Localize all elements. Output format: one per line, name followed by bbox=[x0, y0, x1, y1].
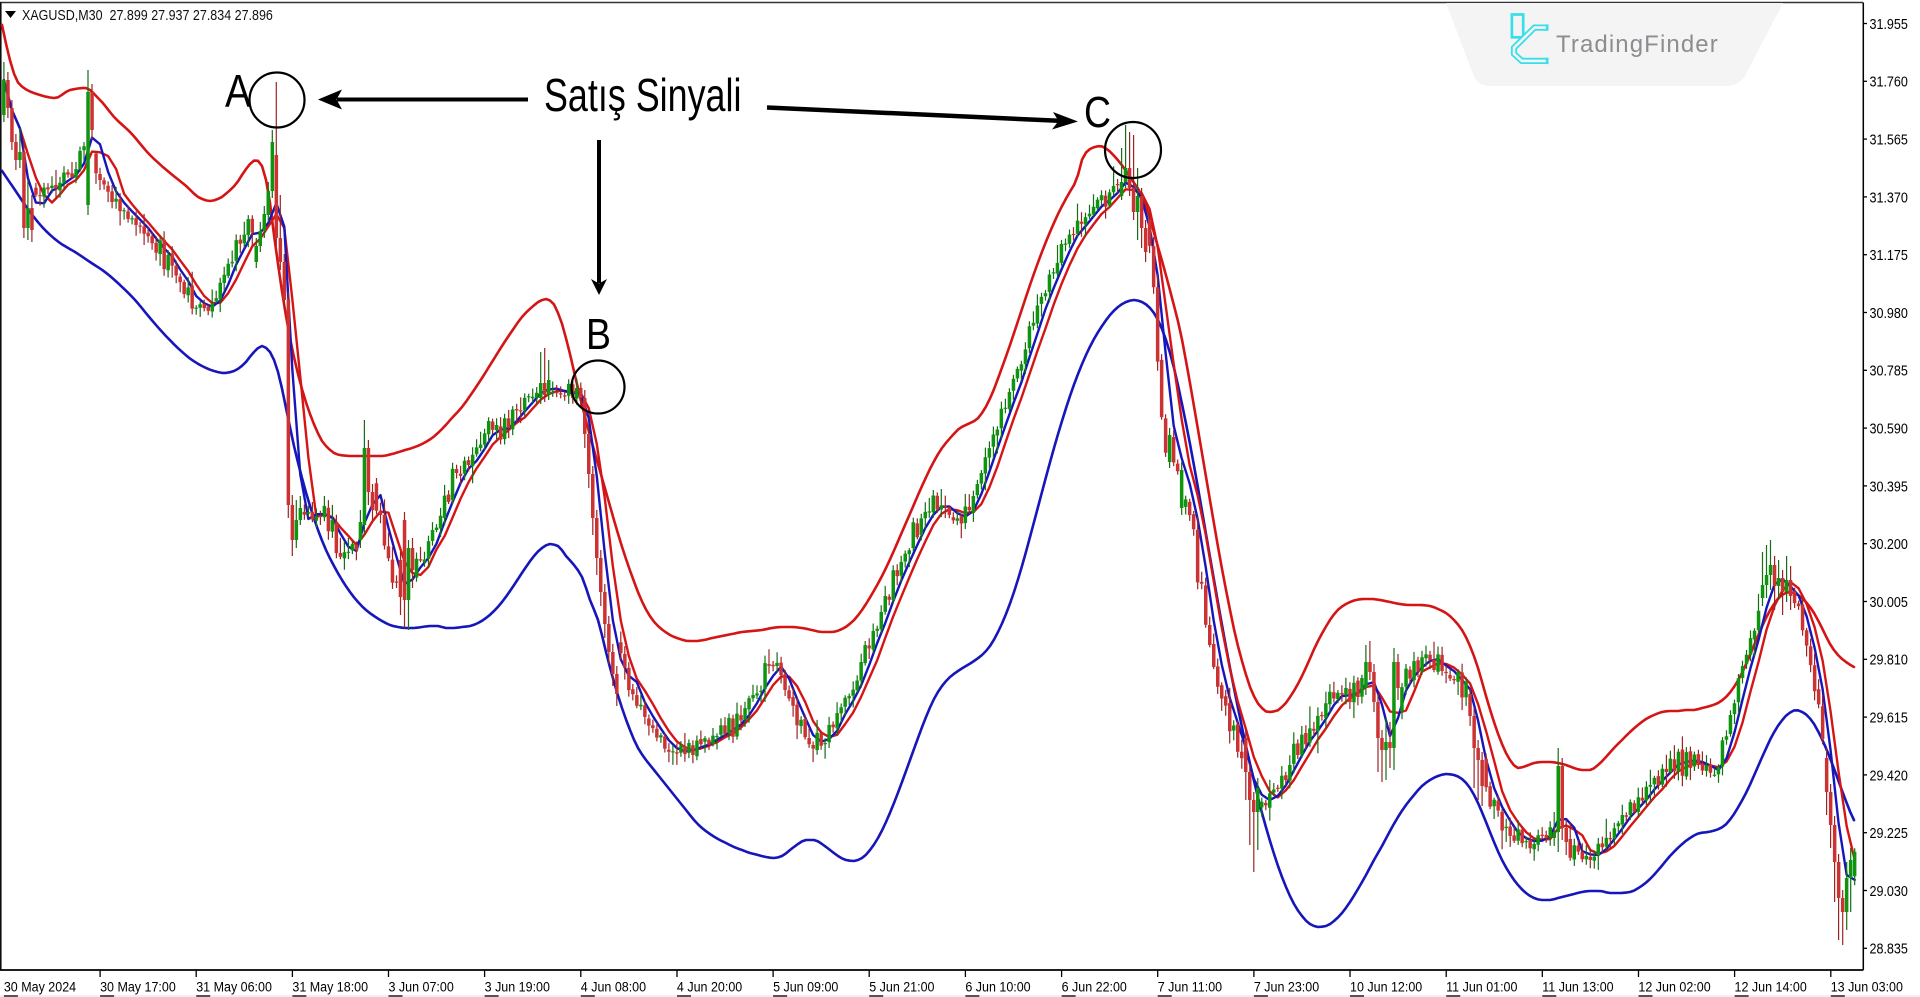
svg-text:C: C bbox=[1084, 87, 1111, 137]
svg-text:5 Jun 09:00: 5 Jun 09:00 bbox=[773, 979, 838, 995]
svg-text:31.175: 31.175 bbox=[1869, 247, 1907, 263]
svg-text:30.005: 30.005 bbox=[1869, 594, 1907, 610]
svg-text:31 May 18:00: 31 May 18:00 bbox=[292, 979, 368, 995]
svg-text:29.030: 29.030 bbox=[1869, 883, 1907, 899]
svg-text:31.760: 31.760 bbox=[1869, 74, 1907, 90]
svg-text:Satış Sinyali: Satış Sinyali bbox=[544, 70, 741, 121]
svg-text:10 Jun 12:00: 10 Jun 12:00 bbox=[1350, 979, 1422, 995]
svg-text:31.955: 31.955 bbox=[1869, 16, 1907, 32]
svg-text:6 Jun 10:00: 6 Jun 10:00 bbox=[965, 979, 1030, 995]
svg-text:7 Jun 23:00: 7 Jun 23:00 bbox=[1254, 979, 1319, 995]
svg-text:30 May 2024: 30 May 2024 bbox=[4, 979, 76, 995]
svg-text:TradingFinder: TradingFinder bbox=[1556, 31, 1719, 58]
svg-text:5 Jun 21:00: 5 Jun 21:00 bbox=[869, 979, 934, 995]
svg-text:29.810: 29.810 bbox=[1869, 652, 1907, 668]
svg-text:31.565: 31.565 bbox=[1869, 132, 1907, 148]
svg-text:30.200: 30.200 bbox=[1869, 536, 1907, 552]
svg-text:7 Jun 11:00: 7 Jun 11:00 bbox=[1158, 979, 1222, 995]
svg-text:3 Jun 07:00: 3 Jun 07:00 bbox=[389, 979, 454, 995]
svg-text:29.615: 29.615 bbox=[1869, 710, 1907, 726]
svg-text:12 Jun 02:00: 12 Jun 02:00 bbox=[1638, 979, 1710, 995]
svg-text:XAGUSD,M30 27.899 27.937 27.8: XAGUSD,M30 27.899 27.937 27.834 27.896 bbox=[22, 7, 273, 23]
svg-text:4 Jun 20:00: 4 Jun 20:00 bbox=[677, 979, 742, 995]
svg-text:30.980: 30.980 bbox=[1869, 305, 1907, 321]
svg-text:13 Jun 03:00: 13 Jun 03:00 bbox=[1831, 979, 1903, 995]
svg-text:11 Jun 13:00: 11 Jun 13:00 bbox=[1542, 979, 1613, 995]
svg-text:11 Jun 01:00: 11 Jun 01:00 bbox=[1446, 979, 1517, 995]
svg-text:30.785: 30.785 bbox=[1869, 363, 1907, 379]
svg-text:30 May 17:00: 30 May 17:00 bbox=[100, 979, 176, 995]
svg-text:A: A bbox=[225, 66, 252, 118]
svg-text:6 Jun 22:00: 6 Jun 22:00 bbox=[1062, 979, 1127, 995]
svg-text:29.225: 29.225 bbox=[1869, 825, 1907, 841]
svg-text:29.420: 29.420 bbox=[1869, 768, 1907, 784]
svg-text:4 Jun 08:00: 4 Jun 08:00 bbox=[581, 979, 646, 995]
svg-text:3 Jun 19:00: 3 Jun 19:00 bbox=[485, 979, 550, 995]
svg-text:B: B bbox=[586, 309, 611, 359]
svg-text:30.590: 30.590 bbox=[1869, 421, 1907, 437]
svg-text:30.395: 30.395 bbox=[1869, 479, 1907, 495]
svg-text:31 May 06:00: 31 May 06:00 bbox=[196, 979, 272, 995]
svg-text:31.370: 31.370 bbox=[1869, 190, 1907, 206]
svg-text:12 Jun 14:00: 12 Jun 14:00 bbox=[1735, 979, 1807, 995]
svg-text:28.835: 28.835 bbox=[1869, 941, 1907, 957]
